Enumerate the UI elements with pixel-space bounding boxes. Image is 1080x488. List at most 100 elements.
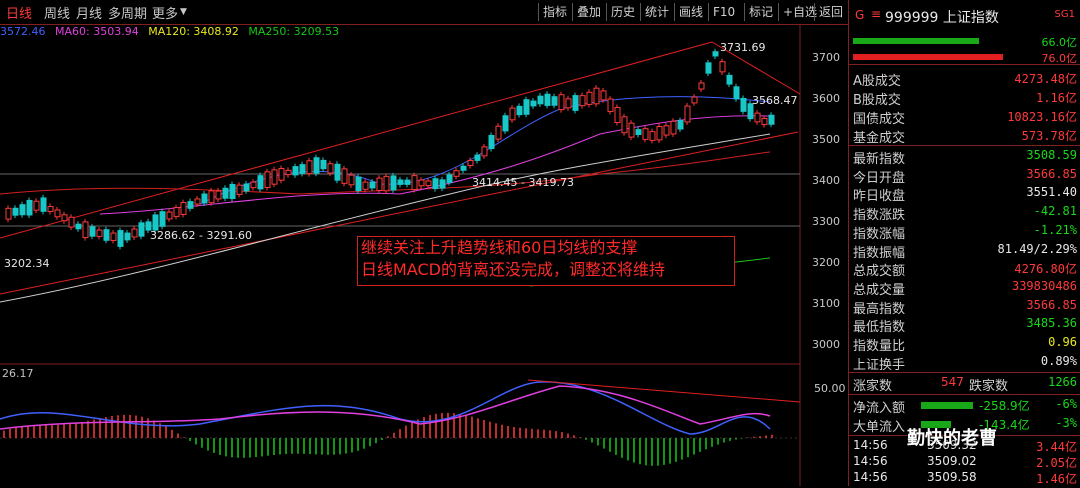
f10-button[interactable]: F10 bbox=[708, 3, 739, 21]
candle-body bbox=[208, 190, 215, 204]
candle-body bbox=[432, 178, 439, 190]
channel-lower bbox=[0, 131, 799, 295]
candle-body bbox=[40, 197, 47, 212]
tab-multi-period[interactable]: 多周期 bbox=[108, 7, 148, 22]
updown-row: 涨家数 547 跌家数 1266 bbox=[851, 375, 1079, 394]
candle-body bbox=[33, 200, 40, 211]
down-label: 跌家数 bbox=[969, 379, 1009, 394]
stat-label: 总成交额 bbox=[853, 264, 906, 280]
flow-pct: -3% bbox=[1055, 416, 1077, 430]
add-watchlist-button[interactable]: +自选 bbox=[778, 3, 821, 21]
stat-label: 指数涨跌 bbox=[853, 208, 906, 224]
stat-value: -1.21% bbox=[1033, 222, 1077, 237]
stat-row: 指数振幅 81.49/2.29% bbox=[851, 242, 1079, 261]
candle-body bbox=[383, 175, 390, 192]
candle-body bbox=[229, 183, 236, 200]
candle-body bbox=[19, 204, 26, 216]
tab-weekly[interactable]: 周线 bbox=[44, 7, 71, 22]
candle-body bbox=[635, 129, 642, 136]
stats-button[interactable]: 统计 bbox=[640, 3, 673, 21]
stat-row: 总成交额 4276.80亿 bbox=[851, 260, 1079, 280]
overlay-button[interactable]: 叠加 bbox=[572, 3, 605, 21]
turnover-row: A股成交 4273.48亿 bbox=[851, 70, 1079, 89]
candle-body bbox=[61, 214, 68, 222]
stat-label: 最高指数 bbox=[853, 301, 906, 317]
stat-row: 最低指数 3485.36 bbox=[851, 316, 1079, 335]
y-tick: 3100 bbox=[812, 297, 840, 310]
turnover-label: B股成交 bbox=[853, 93, 901, 108]
tick-volume: 3.44亿 bbox=[1036, 440, 1077, 454]
candle-body bbox=[250, 181, 257, 189]
candle-body bbox=[320, 159, 327, 170]
candle-body bbox=[355, 176, 362, 192]
y-tick: 3000 bbox=[812, 338, 840, 351]
indicator-button[interactable]: 指标 bbox=[538, 3, 571, 21]
flow-label: 净流入额 bbox=[853, 401, 906, 416]
macd-dif-line bbox=[0, 381, 771, 435]
y-tick: 3300 bbox=[812, 215, 840, 228]
candle-body bbox=[579, 95, 586, 107]
tick-time: 14:56 bbox=[853, 470, 888, 484]
candle-body bbox=[691, 96, 698, 104]
bar-top-value: 66.0亿 bbox=[1041, 36, 1078, 49]
candle-body bbox=[117, 230, 124, 247]
candle-body bbox=[376, 177, 383, 191]
y-tick: 3400 bbox=[812, 174, 840, 187]
candle-body bbox=[313, 157, 320, 174]
downtrend-line bbox=[711, 41, 801, 95]
candle-body bbox=[54, 209, 61, 218]
divider bbox=[849, 372, 1080, 373]
candle-body bbox=[299, 164, 306, 174]
flow-pct: -6% bbox=[1055, 397, 1077, 411]
stat-row: 上证换手 0.89% bbox=[851, 354, 1079, 373]
ma60-line bbox=[99, 115, 771, 215]
ma-prefix: 3572.46 bbox=[0, 25, 46, 38]
up-label: 涨家数 bbox=[853, 379, 893, 394]
chevron-down-icon[interactable]: ▼ bbox=[180, 7, 187, 17]
stat-row: 总成交量 339830486 bbox=[851, 279, 1079, 298]
turnover-label: 国债成交 bbox=[853, 112, 906, 127]
candle-body bbox=[726, 74, 733, 85]
menu-icon[interactable]: ≡ bbox=[871, 7, 882, 21]
candle-body bbox=[516, 105, 523, 116]
candle-body bbox=[747, 103, 754, 120]
candle-body bbox=[649, 131, 656, 141]
callout-line-1: 继续关注上升趋势线和60日均线的支撑 bbox=[361, 238, 638, 257]
code-icon: G bbox=[855, 8, 865, 22]
turnover-row: 基金成交 573.78亿 bbox=[851, 127, 1079, 146]
ma60-label: MA60: 3503.94 bbox=[55, 25, 139, 38]
tab-monthly[interactable]: 月线 bbox=[76, 7, 103, 22]
candle-body bbox=[544, 93, 551, 106]
candle-body bbox=[705, 62, 712, 74]
history-button[interactable]: 历史 bbox=[606, 3, 639, 21]
candle-body bbox=[656, 126, 663, 141]
macd-value-label: 26.17 bbox=[2, 367, 34, 380]
candle-body bbox=[271, 169, 278, 185]
candle-body bbox=[327, 163, 334, 174]
candle-body bbox=[565, 98, 572, 109]
candle-body bbox=[740, 97, 747, 112]
back-button[interactable]: 返回 bbox=[814, 3, 847, 21]
candle-body bbox=[439, 179, 446, 189]
candle-body bbox=[82, 221, 89, 239]
kline-chart[interactable] bbox=[0, 24, 848, 486]
candle-body bbox=[670, 120, 677, 135]
candle-body bbox=[537, 95, 544, 105]
draw-line-button[interactable]: 画线 bbox=[674, 3, 707, 21]
candle-body bbox=[572, 95, 579, 111]
candle-body bbox=[397, 179, 404, 185]
stat-label: 指数涨幅 bbox=[853, 226, 906, 242]
candle-body bbox=[761, 117, 768, 126]
divider bbox=[849, 394, 1080, 395]
candle-body bbox=[663, 125, 670, 136]
mark-button[interactable]: 标记 bbox=[744, 3, 777, 21]
tick-row: 14:56 3509.02 2.05亿 bbox=[851, 454, 1079, 472]
candle-body bbox=[733, 86, 740, 100]
stat-row: 指数涨跌 -42.81 bbox=[851, 204, 1079, 224]
flow-bar bbox=[921, 421, 951, 428]
tab-more[interactable]: 更多 bbox=[152, 7, 179, 22]
candle-body bbox=[201, 193, 208, 204]
tab-daily[interactable]: 日线 bbox=[6, 7, 33, 22]
ma-legend: 3572.46 MA60: 3503.94 MA120: 3408.92 MA2… bbox=[0, 25, 345, 38]
candle-body bbox=[488, 134, 495, 150]
